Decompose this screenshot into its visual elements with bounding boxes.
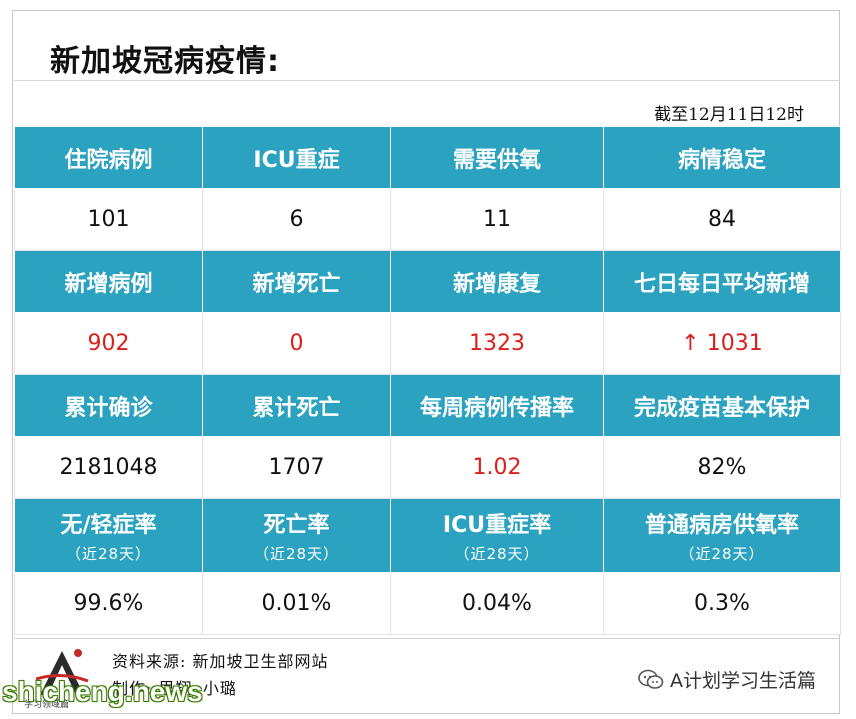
stat-label-cell: 新增病例 — [14, 250, 203, 313]
header-row: 无/轻症率 （近28天） 死亡率 （近28天） ICU重症率 （近28天） 普通病房供氧率 （… — [14, 498, 841, 573]
stat-value: 6 — [202, 188, 391, 251]
stat-label: 死亡率 — [263, 513, 330, 538]
stat-label: 无/轻症率 — [60, 513, 157, 538]
stat-label: 每周病例传播率 — [419, 395, 574, 421]
stat-value: 2181048 — [14, 436, 203, 499]
footer-divider — [14, 638, 840, 639]
watermark: shicheng.news — [2, 676, 203, 707]
stat-label: 住院病例 — [64, 147, 153, 173]
stat-label-cell: ICU重症率 （近28天） — [390, 498, 604, 573]
title-divider — [14, 80, 840, 81]
stat-label-subtitle: （近28天） — [454, 545, 540, 563]
stat-label-cell: 累计确诊 — [14, 374, 203, 437]
stat-value: 1707 — [202, 436, 391, 499]
stat-value: 101 — [14, 188, 203, 251]
logo-icon — [35, 649, 89, 695]
logo-text: 学习领域篇 — [24, 700, 70, 710]
stat-value: 0.04% — [390, 572, 604, 635]
stat-label: 累计确诊 — [64, 395, 153, 421]
stat-label: 完成疫苗基本保护 — [633, 395, 810, 421]
value-row: 101 6 11 84 — [14, 188, 841, 251]
stat-label: ICU重症率 — [442, 513, 552, 538]
value-row: 902 0 1323 ↑ 1031 — [14, 312, 841, 375]
maker-note: 制作: 思翔•小璐 — [112, 679, 237, 698]
wechat-account: A计划学习生活篇 — [638, 666, 816, 693]
page-title: 新加坡冠病疫情: — [50, 44, 280, 79]
as-of-timestamp: 截至12月11日12时 — [654, 105, 804, 125]
header-row: 新增病例 新增死亡 新增康复 七日每日平均新增 — [14, 250, 841, 313]
stat-label-cell: ICU重症 — [202, 126, 391, 189]
stat-label-subtitle: （近28天） — [253, 545, 340, 563]
stat-label: 新增康复 — [452, 271, 541, 297]
stat-label-cell: 新增康复 — [390, 250, 604, 313]
stat-label: 新增死亡 — [252, 271, 341, 297]
stat-label-subtitle: （近28天） — [679, 545, 765, 563]
stat-label-subtitle: （近28天） — [65, 545, 152, 563]
stat-label-cell: 每周病例传播率 — [390, 374, 604, 437]
stat-label-cell: 需要供氧 — [390, 126, 604, 189]
value-row: 99.6% 0.01% 0.04% 0.3% — [14, 572, 841, 635]
stat-label-cell: 普通病房供氧率 （近28天） — [603, 498, 841, 573]
stat-value: 84 — [603, 188, 841, 251]
wechat-account-name: A计划学习生活篇 — [670, 670, 816, 692]
stat-label-cell: 住院病例 — [14, 126, 203, 189]
stat-value: 82% — [603, 436, 841, 499]
stat-label-cell: 累计死亡 — [202, 374, 391, 437]
stat-label-cell: 七日每日平均新增 — [603, 250, 841, 313]
stat-label-cell: 病情稳定 — [603, 126, 841, 189]
stat-label: 新增病例 — [64, 271, 153, 297]
stat-label-cell: 新增死亡 — [202, 250, 391, 313]
stat-label: 需要供氧 — [452, 147, 541, 173]
stat-label-cell: 无/轻症率 （近28天） — [14, 498, 203, 573]
stat-label-cell: 完成疫苗基本保护 — [603, 374, 841, 437]
wechat-icon — [638, 669, 664, 689]
stat-label: 七日每日平均新增 — [633, 271, 810, 297]
stat-value: 0.3% — [603, 572, 841, 635]
header-row: 累计确诊 累计死亡 每周病例传播率 完成疫苗基本保护 — [14, 374, 841, 437]
stats-table: 住院病例 ICU重症 需要供氧 病情稳定 101 6 11 84 新增病例 新增死亡 新增康复 七日每… — [14, 126, 841, 635]
value-row: 2181048 1707 1.02 82% — [14, 436, 841, 499]
stat-value: 1323 — [390, 312, 604, 375]
stat-value: ↑ 1031 — [603, 312, 841, 375]
stat-value: 11 — [390, 188, 604, 251]
stat-label: 普通病房供氧率 — [644, 513, 799, 538]
stat-value: 902 — [14, 312, 203, 375]
stat-label: 累计死亡 — [252, 395, 341, 421]
stat-value: 1.02 — [390, 436, 604, 499]
stat-label: ICU重症 — [253, 147, 340, 173]
stat-label: 病情稳定 — [677, 147, 766, 173]
stat-value: 0.01% — [202, 572, 391, 635]
header-row: 住院病例 ICU重症 需要供氧 病情稳定 — [14, 126, 841, 189]
stat-value: 0 — [202, 312, 391, 375]
stat-value: 99.6% — [14, 572, 203, 635]
source-note: 资料来源: 新加坡卫生部网站 — [112, 652, 329, 671]
stat-label-cell: 死亡率 （近28天） — [202, 498, 391, 573]
